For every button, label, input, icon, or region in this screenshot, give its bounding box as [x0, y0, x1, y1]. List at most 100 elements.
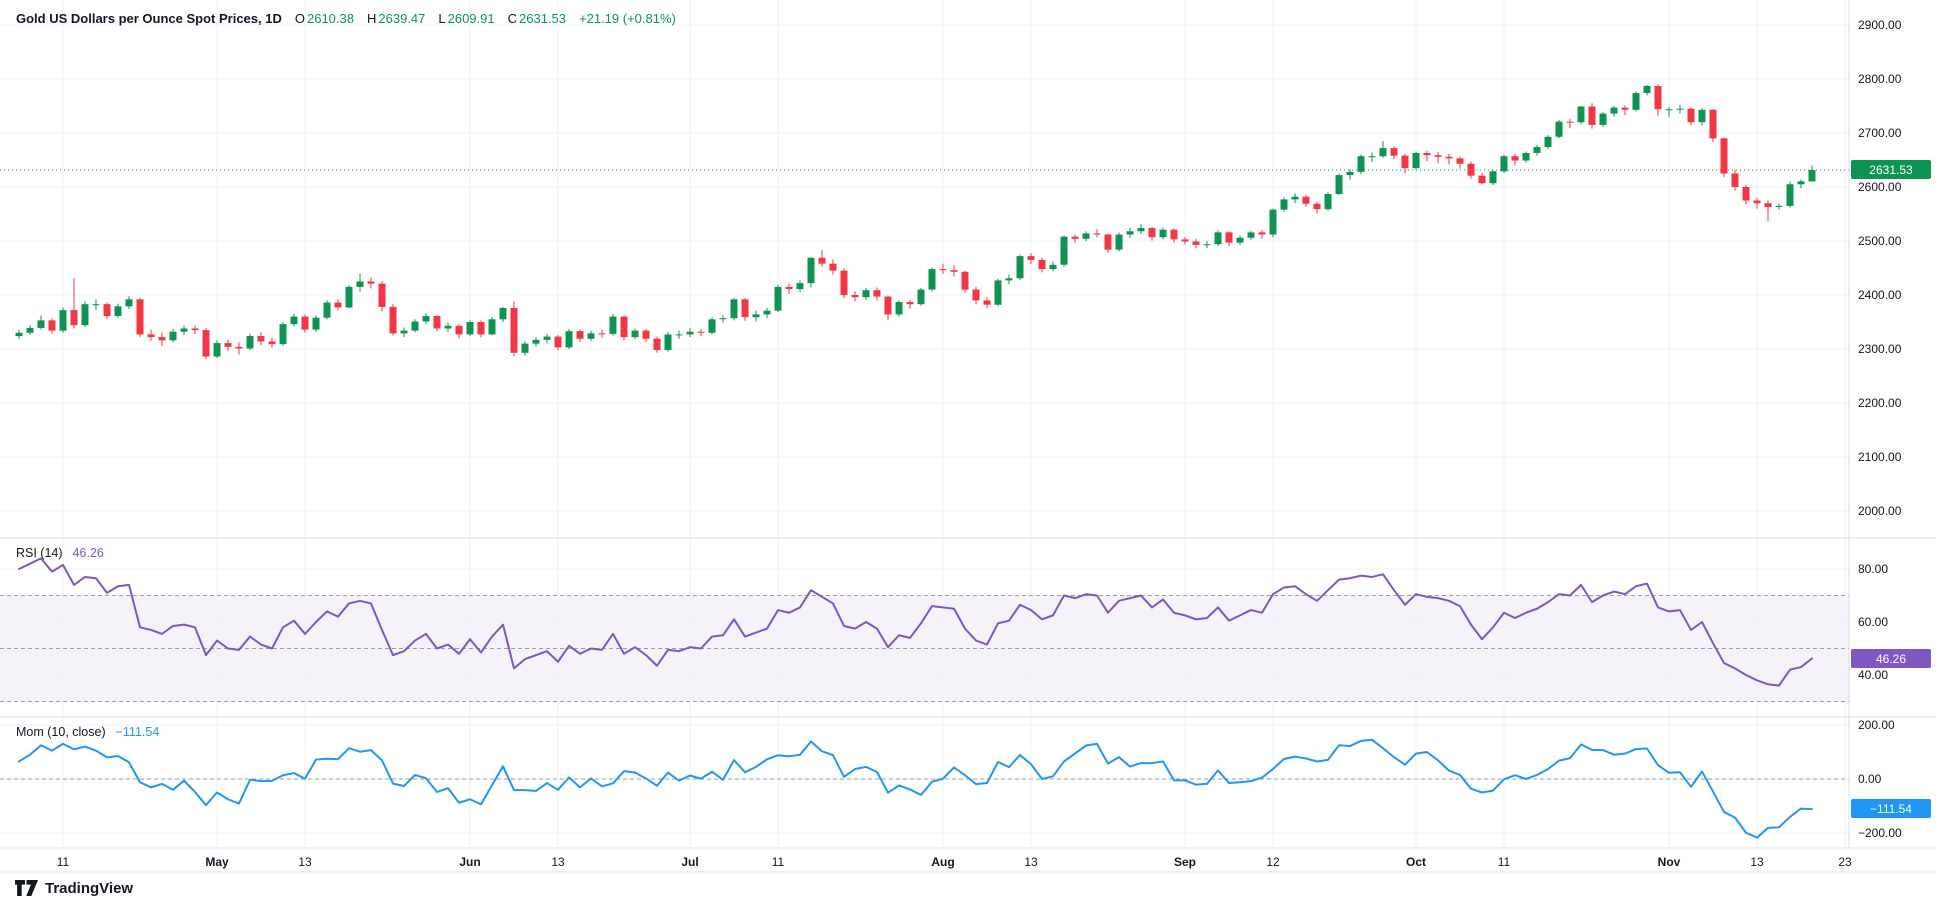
candle: [48, 320, 56, 331]
candle: [884, 296, 892, 315]
time-axis-label[interactable]: 11: [772, 855, 785, 869]
candle: [1247, 232, 1255, 238]
mom-axis-label[interactable]: 200.00: [1858, 718, 1895, 732]
candle: [257, 336, 265, 342]
candle: [1808, 169, 1816, 182]
time-axis-label[interactable]: Jun: [459, 855, 480, 869]
candle: [719, 318, 727, 320]
candle: [873, 290, 881, 297]
candle: [279, 324, 287, 345]
candle: [1225, 232, 1233, 243]
price-axis-label[interactable]: 2100.00: [1858, 450, 1902, 464]
price-axis-label[interactable]: 2400.00: [1858, 288, 1902, 302]
tradingview-logo-icon: [15, 880, 38, 896]
candle: [466, 322, 474, 335]
candle: [1236, 237, 1244, 243]
ohlc-close: C 2631.53: [508, 11, 566, 26]
price-axis-label[interactable]: 2600.00: [1858, 180, 1902, 194]
time-axis-label[interactable]: 13: [551, 855, 565, 869]
rsi-axis-label[interactable]: 80.00: [1858, 562, 1888, 576]
candle: [1357, 156, 1365, 172]
candle: [1445, 156, 1453, 159]
candle: [1643, 86, 1651, 94]
candle: [169, 331, 177, 341]
candle: [807, 257, 815, 284]
time-axis-label[interactable]: Oct: [1406, 855, 1426, 869]
candle: [686, 331, 694, 335]
candle: [81, 304, 89, 326]
candle: [147, 334, 155, 338]
candle: [1016, 256, 1024, 279]
candle: [1401, 155, 1409, 169]
candle: [1588, 106, 1596, 125]
candle: [851, 295, 859, 298]
candle: [444, 325, 452, 329]
candle: [1071, 236, 1079, 239]
candle: [92, 304, 100, 306]
time-axis-label[interactable]: 23: [1838, 855, 1852, 869]
candle: [1148, 228, 1156, 238]
candle: [1665, 109, 1673, 111]
price-axis-label[interactable]: 2000.00: [1858, 504, 1902, 518]
time-axis-label[interactable]: 11: [57, 855, 70, 869]
time-axis-label[interactable]: Aug: [931, 855, 954, 869]
tradingview-logo[interactable]: TradingView: [15, 879, 133, 897]
price-axis-label[interactable]: 2300.00: [1858, 342, 1902, 356]
mom-axis-label[interactable]: −200.00: [1858, 826, 1902, 840]
candle: [642, 330, 650, 339]
time-axis-label[interactable]: May: [205, 855, 229, 869]
candle: [1467, 163, 1475, 176]
time-axis-label[interactable]: 13: [298, 855, 312, 869]
candle: [1170, 229, 1178, 240]
price-axis-label[interactable]: 2800.00: [1858, 72, 1902, 86]
candle: [1775, 205, 1783, 207]
candle: [323, 302, 331, 318]
time-axis-label[interactable]: 12: [1266, 855, 1280, 869]
momentum-value: −111.54: [115, 725, 160, 739]
candle: [1566, 121, 1574, 123]
candle: [1742, 187, 1750, 201]
price-axis-label[interactable]: 2700.00: [1858, 126, 1902, 140]
candle: [1489, 171, 1497, 184]
candle: [1731, 173, 1739, 187]
time-axis-label[interactable]: 13: [1750, 855, 1764, 869]
candle: [1511, 156, 1519, 161]
rsi-axis-label[interactable]: 40.00: [1858, 668, 1888, 682]
candle: [334, 302, 342, 308]
candle: [653, 338, 661, 351]
candle: [125, 299, 133, 307]
candle: [917, 289, 925, 305]
time-axis-label[interactable]: Sep: [1174, 855, 1196, 869]
ohlc-open: O 2610.38: [295, 11, 354, 26]
candle: [543, 336, 551, 340]
candle: [796, 283, 804, 290]
time-axis-label[interactable]: 11: [1498, 855, 1511, 869]
price-axis-label[interactable]: 2200.00: [1858, 396, 1902, 410]
time-axis-label[interactable]: Jul: [681, 855, 698, 869]
candle: [1753, 200, 1761, 204]
candle: [1258, 232, 1266, 235]
price-axis-label[interactable]: 2900.00: [1858, 18, 1902, 32]
candle: [389, 306, 397, 334]
candle: [961, 271, 969, 290]
candle: [1522, 152, 1530, 161]
candle: [609, 316, 617, 334]
candle: [1797, 181, 1805, 185]
candle: [862, 290, 870, 298]
time-axis-label[interactable]: Nov: [1658, 855, 1681, 869]
candle: [1412, 152, 1420, 169]
candle: [1291, 196, 1299, 200]
candle: [1346, 171, 1354, 176]
candle: [345, 286, 353, 308]
rsi-label: RSI (14): [16, 546, 63, 560]
rsi-axis-label[interactable]: 60.00: [1858, 615, 1888, 629]
mom-axis-label[interactable]: 0.00: [1858, 772, 1882, 786]
candle: [510, 307, 518, 353]
time-axis-label[interactable]: 13: [1024, 855, 1038, 869]
price-axis-label[interactable]: 2500.00: [1858, 234, 1902, 248]
open-value: 2610.38: [306, 11, 354, 26]
candle: [1709, 109, 1717, 139]
high-label: H: [366, 11, 377, 26]
